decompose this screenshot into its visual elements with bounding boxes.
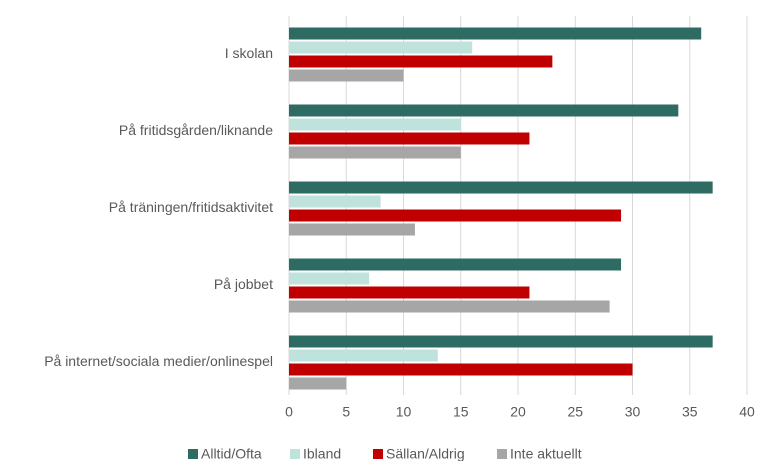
y-tick-label: På fritidsgården/liknande — [119, 122, 273, 138]
y-tick-label: På jobbet — [214, 276, 273, 292]
bar — [289, 272, 370, 285]
bar — [289, 300, 610, 313]
bar — [289, 377, 347, 390]
bar — [289, 195, 381, 208]
legend-label: Ibland — [303, 446, 341, 461]
legend-label: Alltid/Ofta — [201, 446, 262, 461]
bar — [289, 335, 713, 348]
bar — [289, 69, 404, 82]
legend-swatch — [290, 449, 300, 459]
x-tick-label: 0 — [285, 404, 293, 420]
bar — [289, 363, 633, 376]
x-tick-label: 10 — [396, 404, 412, 420]
legend-swatch — [188, 449, 198, 459]
x-tick-label: 15 — [453, 404, 469, 420]
y-tick-label: På internet/sociala medier/onlinespel — [44, 353, 273, 369]
bar — [289, 286, 530, 299]
y-tick-label: På träningen/fritidsaktivitet — [109, 199, 273, 215]
bar — [289, 258, 622, 271]
legend-swatch — [373, 449, 383, 459]
y-tick-label: I skolan — [225, 45, 273, 61]
bar — [289, 55, 553, 68]
legend-swatch — [497, 449, 507, 459]
x-tick-label: 25 — [567, 404, 583, 420]
bar — [289, 132, 530, 145]
bar — [289, 209, 622, 222]
bar — [289, 349, 438, 362]
x-tick-label: 40 — [739, 404, 755, 420]
bar — [289, 223, 415, 236]
bar — [289, 27, 702, 40]
bar — [289, 41, 473, 54]
bar — [289, 118, 461, 131]
legend-label: Inte aktuellt — [510, 446, 582, 461]
x-tick-label: 30 — [625, 404, 641, 420]
x-tick-label: 5 — [342, 404, 350, 420]
bar — [289, 104, 679, 117]
legend-label: Sällan/Aldrig — [386, 446, 465, 461]
bar — [289, 146, 461, 159]
bar — [289, 181, 713, 194]
x-tick-label: 35 — [682, 404, 698, 420]
x-tick-label: 20 — [510, 404, 526, 420]
